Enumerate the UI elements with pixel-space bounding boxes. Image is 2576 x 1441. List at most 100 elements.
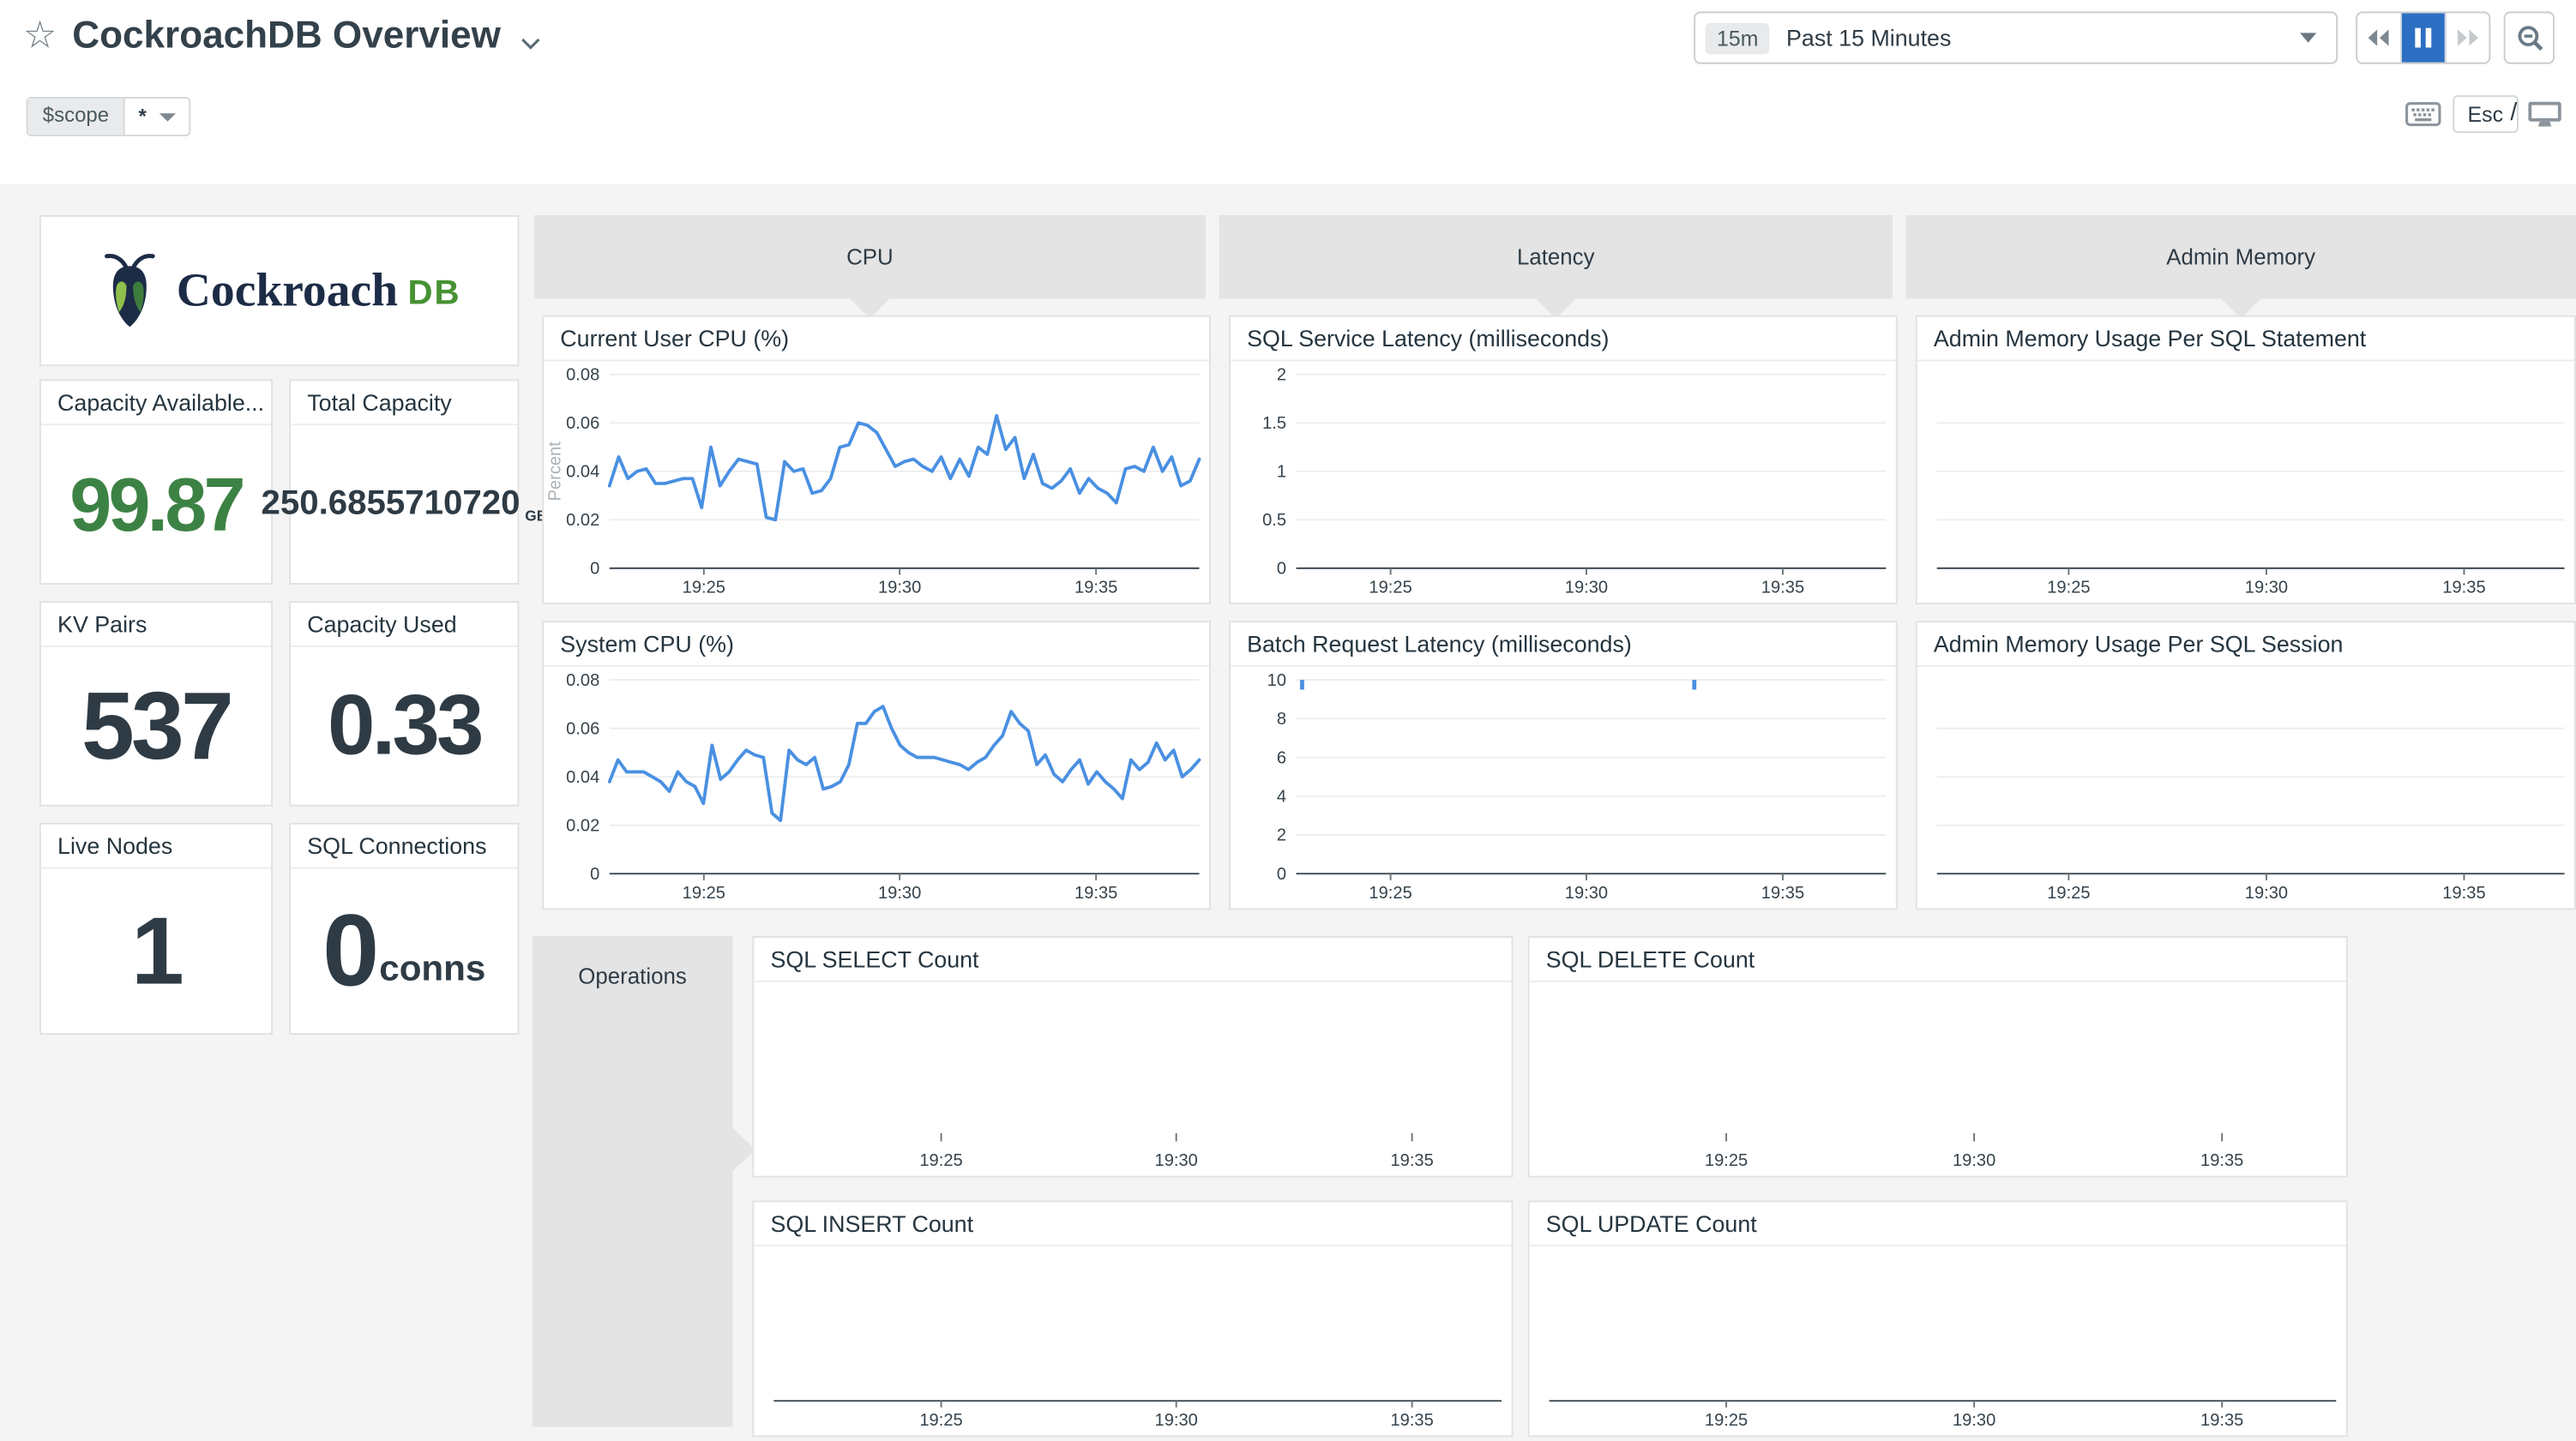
svg-text:19:35: 19:35 [1074, 884, 1117, 903]
svg-text:19:25: 19:25 [2047, 579, 2090, 597]
scope-caret-icon [159, 112, 177, 121]
group-label: Operations [578, 964, 687, 989]
widget-sql-select-count[interactable]: SQL SELECT Count 19:25 19:30 19:35 [752, 936, 1514, 1178]
svg-text:19:35: 19:35 [1761, 579, 1804, 597]
pause-button[interactable] [2401, 13, 2447, 63]
svg-text:0: 0 [1277, 560, 1286, 579]
svg-text:19:30: 19:30 [1155, 1151, 1198, 1170]
sql-update-count-chart[interactable]: 19:25 19:30 19:35 [1530, 1246, 2346, 1435]
cockroachdb-logo-card[interactable]: Cockroach DB [39, 214, 520, 367]
svg-text:19:30: 19:30 [1953, 1151, 1995, 1170]
favorite-star-icon[interactable]: ☆ [22, 13, 57, 57]
sql-delete-count-chart[interactable]: 19:25 19:30 19:35 [1530, 982, 2346, 1176]
svg-text:0.08: 0.08 [566, 366, 599, 385]
esc-key-hint: Esc [2453, 95, 2519, 134]
widget-sql-insert-count[interactable]: SQL INSERT Count 19:25 19:30 19:35 [752, 1200, 1514, 1438]
svg-text:4: 4 [1277, 787, 1286, 806]
slash-separator: / [2510, 98, 2518, 127]
admin-memory-session-chart[interactable]: 19:25 19:30 19:35 [1917, 667, 2574, 909]
svg-text:0.04: 0.04 [566, 768, 599, 787]
svg-text:19:35: 19:35 [1390, 1411, 1433, 1430]
svg-text:19:25: 19:25 [1369, 579, 1411, 597]
svg-text:19:25: 19:25 [683, 579, 725, 597]
svg-text:2: 2 [1277, 366, 1286, 385]
admin-memory-statement-chart[interactable]: 19:25 19:30 19:35 [1917, 361, 2574, 603]
template-variable-scope[interactable]: $scope * [26, 97, 191, 137]
svg-text:0: 0 [1277, 865, 1286, 884]
svg-text:19:30: 19:30 [1565, 579, 1608, 597]
svg-text:1.5: 1.5 [1262, 414, 1286, 433]
card-capacity-used[interactable]: Capacity Used 0.33 [289, 601, 520, 807]
svg-text:0.02: 0.02 [566, 816, 599, 835]
system-cpu-chart[interactable]: 0.08 0.06 0.04 0.02 0 19:25 19:30 19:35 [544, 667, 1209, 909]
card-value: 1 [130, 897, 184, 1005]
svg-text:19:30: 19:30 [2245, 579, 2288, 597]
widget-title: SQL Service Latency (milliseconds) [1230, 317, 1896, 362]
card-value: 0.33 [327, 678, 484, 774]
svg-text:19:35: 19:35 [1390, 1151, 1433, 1170]
widget-sql-service-latency[interactable]: SQL Service Latency (milliseconds) 2 1.5 1… [1229, 315, 1898, 605]
zoom-out-icon [2517, 26, 2543, 51]
logo-db: DB [407, 273, 461, 313]
card-capacity-available[interactable]: Capacity Available... 99.87 [39, 379, 274, 585]
page-title: CockroachDB Overview [72, 13, 501, 57]
time-range-label: Past 15 Minutes [1786, 24, 1952, 51]
svg-text:19:25: 19:25 [683, 884, 725, 903]
card-value: 0 [322, 894, 379, 1008]
card-title: Live Nodes [40, 825, 272, 869]
card-sql-connections[interactable]: SQL Connections 0 conns [289, 822, 520, 1035]
widget-admin-memory-statement[interactable]: Admin Memory Usage Per SQL Statement 19:… [1915, 315, 2576, 605]
card-title: SQL Connections [291, 825, 518, 869]
card-value: 99.87 [69, 461, 245, 547]
svg-text:0.04: 0.04 [566, 463, 599, 482]
rewind-button[interactable] [2357, 13, 2402, 63]
svg-text:19:25: 19:25 [1705, 1151, 1748, 1170]
card-title: Total Capacity [291, 381, 518, 426]
fast-forward-button[interactable] [2447, 13, 2489, 62]
svg-text:0: 0 [590, 865, 599, 884]
svg-text:19:35: 19:35 [2200, 1151, 2243, 1170]
card-kv-pairs[interactable]: KV Pairs 537 [39, 601, 274, 807]
scope-variable-value: * [125, 99, 189, 135]
group-header-operations[interactable]: Operations [532, 936, 756, 1427]
sql-select-count-chart[interactable]: 19:25 19:30 19:35 [754, 982, 1511, 1176]
group-label: Admin Memory [2166, 244, 2316, 270]
widget-admin-memory-session[interactable]: Admin Memory Usage Per SQL Session 19:25… [1915, 621, 2576, 910]
svg-text:19:25: 19:25 [919, 1411, 962, 1430]
current-user-cpu-chart[interactable]: 0.08 0.06 0.04 0.02 0 19:25 19:30 19:35 Percent [544, 361, 1209, 603]
widget-current-user-cpu[interactable]: Current User CPU (%) 0.08 0.06 0.04 0.02 0 19… [542, 315, 1211, 605]
widget-sql-delete-count[interactable]: SQL DELETE Count 19:25 19:30 19:35 [1527, 936, 2348, 1178]
widget-title: Current User CPU (%) [544, 317, 1210, 362]
svg-text:0.06: 0.06 [566, 719, 599, 738]
widget-system-cpu[interactable]: System CPU (%) 0.08 0.06 0.04 0.02 0 19:25 19:… [542, 621, 1211, 910]
card-unit: conns [379, 947, 486, 989]
svg-text:10: 10 [1267, 671, 1286, 690]
fullscreen-tv-icon[interactable] [2527, 100, 2563, 136]
svg-text:19:30: 19:30 [2245, 884, 2288, 903]
svg-text:0.08: 0.08 [566, 671, 599, 690]
sql-service-latency-chart[interactable]: 2 1.5 1 0.5 0 19:25 19:30 19:35 [1231, 361, 1896, 603]
svg-text:1: 1 [1277, 463, 1286, 482]
cockroachdb-logo-icon [105, 254, 156, 327]
zoom-out-button[interactable] [2503, 11, 2555, 64]
svg-text:19:35: 19:35 [2200, 1411, 2243, 1430]
widget-title: SQL DELETE Count [1529, 938, 2346, 982]
card-live-nodes[interactable]: Live Nodes 1 [39, 822, 274, 1035]
title-chevron-down-icon[interactable] [519, 29, 542, 58]
logo-word: Cockroach [176, 263, 399, 316]
svg-text:19:35: 19:35 [1761, 884, 1804, 903]
keyboard-shortcuts-icon[interactable] [2405, 102, 2441, 135]
widget-batch-request-latency[interactable]: Batch Request Latency (milliseconds) 10 8… [1229, 621, 1898, 910]
svg-text:19:35: 19:35 [2442, 884, 2485, 903]
time-range-selector[interactable]: 15m Past 15 Minutes [1694, 11, 2338, 64]
batch-request-latency-chart[interactable]: 10 8 6 4 2 0 19:25 19:30 19:35 [1231, 667, 1896, 909]
svg-text:19:25: 19:25 [919, 1151, 962, 1170]
card-total-capacity[interactable]: Total Capacity 250.6855710720 GB [261, 379, 547, 585]
sql-insert-count-chart[interactable]: 19:25 19:30 19:35 [754, 1246, 1511, 1435]
card-unit: GB [525, 507, 548, 525]
card-title: Capacity Used [291, 603, 518, 647]
fast-forward-icon [2458, 29, 2478, 46]
pause-icon [2415, 27, 2432, 48]
widget-sql-update-count[interactable]: SQL UPDATE Count 19:25 19:30 19:35 [1527, 1200, 2348, 1438]
